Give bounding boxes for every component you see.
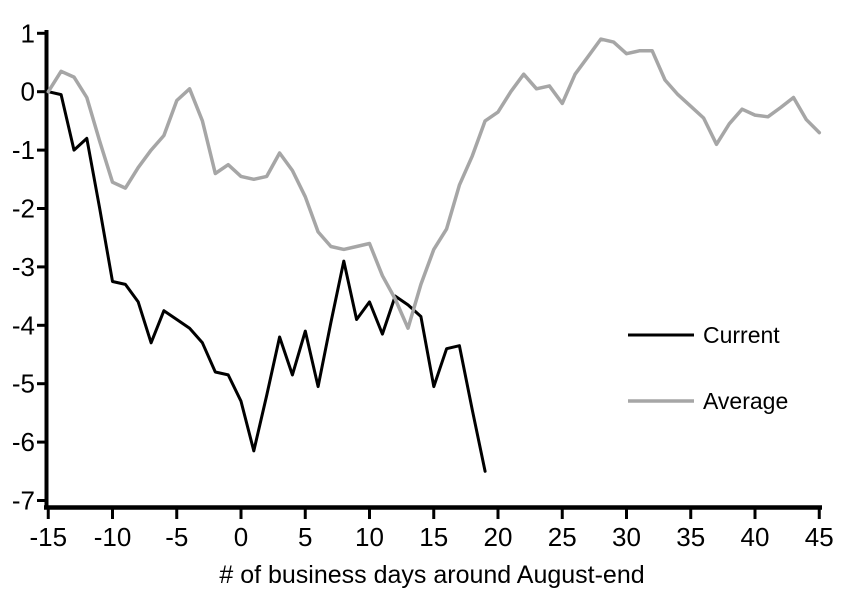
x-tick-label: 20 (484, 522, 513, 552)
x-tick-label: 15 (419, 522, 448, 552)
x-tick-label: 30 (612, 522, 641, 552)
y-tick-label: -1 (12, 135, 35, 165)
axis-ticks: 10-1-2-3-4-5-6-7-15 -10 -5 0 5 10 15 20 25 30 35 40… (12, 18, 834, 552)
legend-label-current: Current (703, 322, 780, 348)
x-tick-label: 40 (741, 522, 770, 552)
x-tick-label: 45 (805, 522, 834, 552)
x-tick-label: -10 (94, 522, 132, 552)
y-tick-label: 1 (21, 18, 35, 48)
y-tick-label: -2 (12, 194, 35, 224)
x-tick-label: 10 (355, 522, 384, 552)
x-tick-label: -5 (165, 522, 188, 552)
y-tick-label: -5 (12, 369, 35, 399)
x-tick-label: 35 (676, 522, 705, 552)
y-tick-label: -7 (12, 486, 35, 516)
x-tick-label: 25 (548, 522, 577, 552)
legend-label-average: Average (703, 388, 788, 414)
y-tick-label: 0 (21, 77, 35, 107)
x-axis-title: # of business days around August-end (219, 561, 644, 589)
x-tick-label: 0 (234, 522, 248, 552)
y-tick-label: -3 (12, 252, 35, 282)
y-tick-label: -4 (12, 310, 35, 340)
series-line-average (46, 37, 822, 330)
y-tick-label: -6 (12, 427, 35, 457)
legend: Current Average (628, 322, 788, 414)
x-tick-label: -15 (29, 522, 67, 552)
x-tick-label: 5 (298, 522, 312, 552)
series-lines (46, 37, 822, 473)
series-line-current (46, 90, 487, 473)
